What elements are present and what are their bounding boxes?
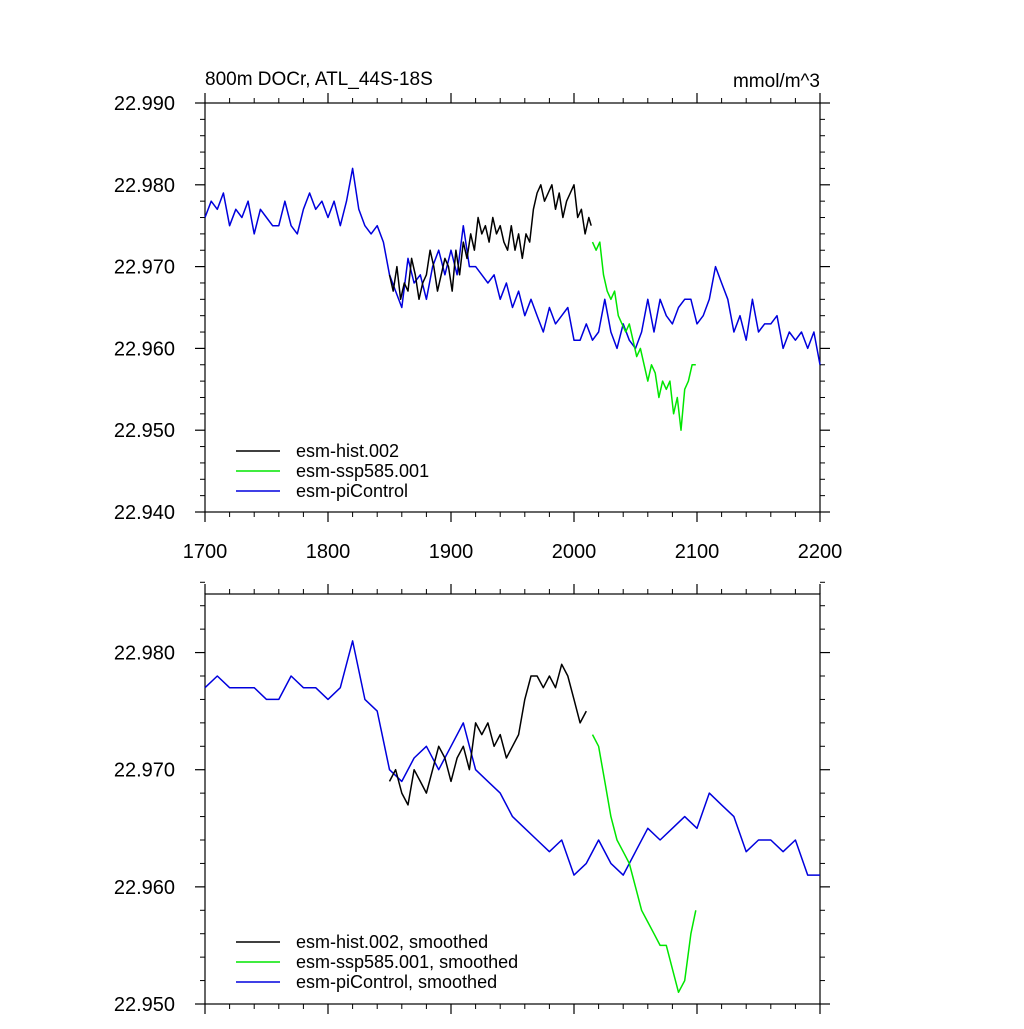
top-legend: esm-hist.002 esm-ssp585.001 esm-piContro…: [236, 441, 429, 501]
legend-label-hist-smoothed: esm-hist.002, smoothed: [296, 932, 488, 952]
series-line-pic-smoothed: [204, 640, 820, 876]
series-line-hist-smoothed: [388, 663, 587, 806]
chart-title: 800m DOCr, ATL_44S-18S: [205, 69, 433, 90]
x-tick-label: 2100: [675, 541, 720, 563]
y-tick-label: 22.940: [114, 502, 175, 524]
bottom-plot-frame: [204, 593, 821, 1005]
series-line-ssp: [591, 241, 696, 431]
y-tick-label: 22.980: [114, 175, 175, 197]
top-plot-frame: [204, 102, 821, 513]
y-tick-label: 22.960: [114, 877, 175, 899]
y-tick-label: 22.950: [114, 420, 175, 442]
units-label: mmol/m^3: [733, 71, 820, 92]
bottom-axis-ticks: 22.950 22.960 22.970 22.980: [114, 581, 830, 1016]
legend-label-hist: esm-hist.002: [296, 441, 399, 461]
legend-label-ssp: esm-ssp585.001: [296, 461, 429, 481]
x-tick-label: 1900: [429, 541, 474, 563]
y-tick-label: 22.990: [114, 93, 175, 115]
y-tick-label: 22.970: [114, 760, 175, 782]
bottom-legend: esm-hist.002, smoothed esm-ssp585.001, s…: [236, 932, 518, 992]
x-tick-label: 1700: [183, 541, 228, 563]
legend-label-ssp-smoothed: esm-ssp585.001, smoothed: [296, 952, 518, 972]
x-tick-label: 2000: [552, 541, 597, 563]
series-line-hist: [388, 184, 592, 301]
top-series-group: [204, 167, 821, 431]
series-line-ssp-smoothed: [591, 734, 697, 994]
y-tick-label: 22.960: [114, 338, 175, 360]
top-axis-ticks: 1700 1800 1900 2000 2100 2200 22.940 22.950 22.9…: [114, 93, 842, 563]
y-tick-label: 22.980: [114, 643, 175, 665]
x-tick-label: 1800: [306, 541, 351, 563]
y-tick-label: 22.950: [114, 994, 175, 1016]
y-tick-label: 22.970: [114, 257, 175, 279]
legend-label-picontrol-smoothed: esm-piControl, smoothed: [296, 972, 497, 992]
x-tick-label: 2200: [798, 541, 843, 563]
top-plot-panel: 1700 1800 1900 2000 2100 2200 22.940 22.950 22.9…: [114, 93, 842, 563]
legend-label-picontrol: esm-piControl: [296, 481, 408, 501]
series-line-pic: [204, 167, 821, 365]
bottom-plot-panel: 22.950 22.960 22.970 22.980 esm-hist.002, s…: [114, 581, 830, 1016]
bottom-series-group: [204, 640, 820, 994]
